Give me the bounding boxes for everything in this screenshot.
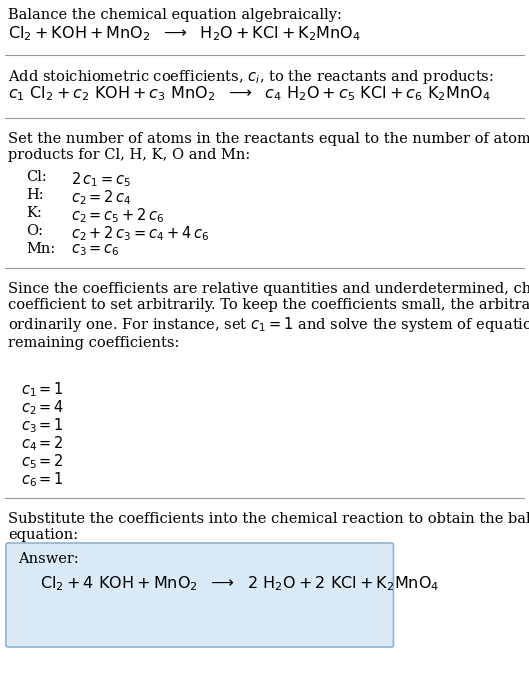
Text: $c_2 = 4$: $c_2 = 4$ — [21, 398, 65, 417]
Text: Mn:: Mn: — [26, 242, 56, 256]
Text: $2\,c_1 = c_5$: $2\,c_1 = c_5$ — [71, 170, 132, 189]
FancyBboxPatch shape — [6, 543, 394, 647]
Text: Since the coefficients are relative quantities and underdetermined, choose a
coe: Since the coefficients are relative quan… — [8, 282, 529, 350]
Text: Answer:: Answer: — [19, 552, 79, 566]
Text: Add stoichiometric coefficients, $c_i$, to the reactants and products:: Add stoichiometric coefficients, $c_i$, … — [8, 68, 494, 86]
Text: $c_4 = 2$: $c_4 = 2$ — [21, 434, 64, 453]
Text: $c_6 = 1$: $c_6 = 1$ — [21, 470, 64, 488]
Text: Set the number of atoms in the reactants equal to the number of atoms in the
pro: Set the number of atoms in the reactants… — [8, 132, 529, 162]
Text: $c_5 = 2$: $c_5 = 2$ — [21, 452, 64, 471]
Text: $c_2 + 2\,c_3 = c_4 + 4\,c_6$: $c_2 + 2\,c_3 = c_4 + 4\,c_6$ — [71, 224, 209, 243]
Text: Substitute the coefficients into the chemical reaction to obtain the balanced
eq: Substitute the coefficients into the che… — [8, 512, 529, 542]
Text: $c_2 = 2\,c_4$: $c_2 = 2\,c_4$ — [71, 188, 132, 207]
Text: $c_3 = 1$: $c_3 = 1$ — [21, 416, 64, 435]
Text: $c_3 = c_6$: $c_3 = c_6$ — [71, 242, 120, 258]
Text: Balance the chemical equation algebraically:: Balance the chemical equation algebraica… — [8, 8, 342, 22]
Text: $c_1 = 1$: $c_1 = 1$ — [21, 380, 64, 398]
Text: $\mathrm{Cl_2 + 4\ KOH + MnO_2\ \ \longrightarrow\ \ 2\ H_2O + 2\ KCl + K_2MnO_4: $\mathrm{Cl_2 + 4\ KOH + MnO_2\ \ \longr… — [40, 574, 439, 593]
Text: H:: H: — [26, 188, 44, 202]
Text: Cl:: Cl: — [26, 170, 47, 184]
Text: $\mathrm{Cl_2 + KOH + MnO_2 \ \ \longrightarrow \ \ H_2O + KCl + K_2MnO_4}$: $\mathrm{Cl_2 + KOH + MnO_2 \ \ \longrig… — [8, 24, 361, 43]
Text: $c_2 = c_5 + 2\,c_6$: $c_2 = c_5 + 2\,c_6$ — [71, 206, 165, 225]
Text: K:: K: — [26, 206, 42, 220]
Text: O:: O: — [26, 224, 43, 238]
Text: $c_1\ \mathrm{Cl_2} + c_2\ \mathrm{KOH} + c_3\ \mathrm{MnO_2}\ \ \longrightarrow: $c_1\ \mathrm{Cl_2} + c_2\ \mathrm{KOH} … — [8, 84, 490, 102]
